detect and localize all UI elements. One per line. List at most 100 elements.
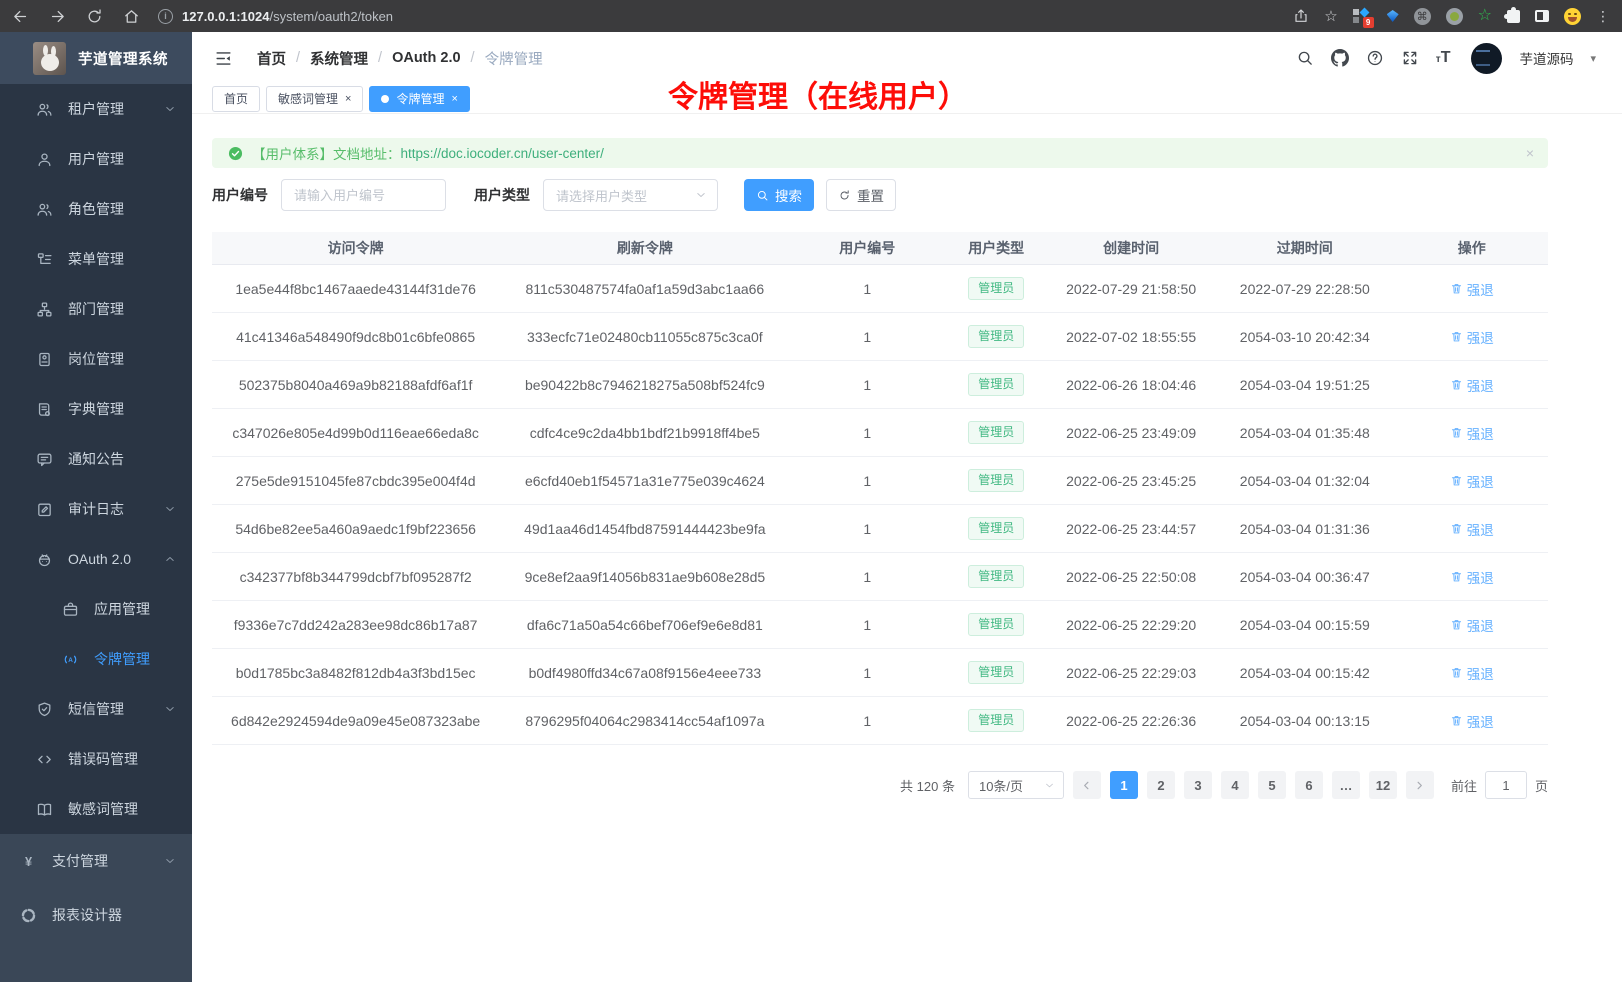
gem-extension-icon[interactable] xyxy=(1386,10,1399,22)
browser-menu-icon[interactable]: ⋮ xyxy=(1596,7,1610,24)
sidebar-item[interactable]: 角色管理 xyxy=(0,184,192,234)
close-tab-icon[interactable]: × xyxy=(345,92,352,105)
site-info-icon[interactable]: i xyxy=(158,8,173,24)
help-icon[interactable] xyxy=(1366,49,1384,67)
briefcase-icon xyxy=(62,601,79,618)
force-logout-button[interactable]: 强退 xyxy=(1450,711,1494,731)
breadcrumb-item[interactable]: 首页 xyxy=(257,51,286,68)
fullscreen-icon[interactable] xyxy=(1401,49,1419,67)
force-logout-button[interactable]: 强退 xyxy=(1450,567,1494,587)
user-avatar[interactable] xyxy=(1471,42,1503,74)
force-logout-button[interactable]: 强退 xyxy=(1450,615,1494,635)
bookmark-star-icon[interactable]: ☆ xyxy=(1324,7,1338,25)
dict-icon xyxy=(36,401,53,418)
home-icon[interactable] xyxy=(123,8,140,25)
alert-close-icon[interactable]: × xyxy=(1525,145,1534,161)
sidebar-item[interactable]: 部门管理 xyxy=(0,284,192,334)
green-star-extension-icon[interactable]: ☆ xyxy=(1477,7,1492,24)
tab-bar: 首页 敏感词管理 × 令牌管理 × xyxy=(192,84,1622,114)
sidebar-item[interactable]: 应用管理 xyxy=(0,584,192,634)
token-table: 访问令牌 刷新令牌 用户编号 用户类型 创建时间 过期时间 操作 1ea5e44… xyxy=(212,232,1548,745)
address-bar[interactable]: i 127.0.0.1:1024/system/oauth2/token xyxy=(158,8,1293,24)
svg-text:¥: ¥ xyxy=(25,853,33,868)
sidebar-item-label: 部门管理 xyxy=(68,301,124,317)
force-logout-button[interactable]: 强退 xyxy=(1450,663,1494,683)
search-icon[interactable] xyxy=(1296,49,1314,67)
close-tab-icon[interactable]: × xyxy=(451,92,458,105)
next-page-button[interactable] xyxy=(1405,771,1434,799)
share-icon[interactable] xyxy=(1293,8,1309,24)
sidebar-item[interactable]: 错误码管理 xyxy=(0,734,192,784)
page-size-select[interactable]: 10条/页 xyxy=(967,771,1064,799)
sidebar-item-label: 用户管理 xyxy=(68,151,124,167)
users-icon xyxy=(36,201,53,218)
alert-doc-link[interactable]: https://doc.iocoder.cn/user-center/ xyxy=(400,145,604,161)
breadcrumb-item[interactable]: 系统管理 xyxy=(310,51,369,68)
sidebar-item[interactable]: 用户管理 xyxy=(0,134,192,184)
page-number-button[interactable]: … xyxy=(1331,771,1360,799)
alert-text: 【用户体系】文档地址： xyxy=(252,147,401,162)
sidebar-item[interactable]: 通知公告 xyxy=(0,434,192,484)
reset-button[interactable]: 重置 xyxy=(826,179,896,211)
page-tab[interactable]: 令牌管理 × xyxy=(369,85,470,112)
sidebar-item[interactable]: 岗位管理 xyxy=(0,334,192,384)
sidebar: 芋道管理系统 租户管理 用户管理 角色管理 菜单管理 xyxy=(0,32,192,982)
sidebar-item[interactable]: 租户管理 xyxy=(0,84,192,134)
page-tab[interactable]: 首页 xyxy=(212,85,261,112)
page-number-button[interactable]: 1 xyxy=(1109,771,1138,799)
force-logout-button[interactable]: 强退 xyxy=(1450,423,1494,443)
page-number-button[interactable]: 6 xyxy=(1294,771,1323,799)
recorder-extension-icon[interactable] xyxy=(1445,7,1463,25)
user-type-select[interactable]: 请选择用户类型 xyxy=(543,179,718,211)
goto-page-input[interactable] xyxy=(1484,771,1527,799)
shield-icon xyxy=(36,701,53,718)
command-extension-icon[interactable]: ⌘ xyxy=(1413,7,1431,25)
force-logout-button[interactable]: 强退 xyxy=(1450,327,1494,347)
page-number-button[interactable]: 2 xyxy=(1146,771,1175,799)
page-number-button[interactable]: 5 xyxy=(1257,771,1286,799)
page-number-button[interactable]: 3 xyxy=(1183,771,1212,799)
sidebar-item[interactable]: 短信管理 xyxy=(0,684,192,734)
sidebar-item[interactable]: 报表设计器 xyxy=(0,888,192,942)
page-number-button[interactable]: 12 xyxy=(1368,771,1397,799)
app-logo[interactable]: 芋道管理系统 xyxy=(0,32,192,84)
search-button[interactable]: 搜索 xyxy=(744,179,814,211)
force-logout-button[interactable]: 强退 xyxy=(1450,279,1494,299)
sidebar-item[interactable]: A 令牌管理 xyxy=(0,634,192,684)
profile-avatar-icon[interactable] xyxy=(1564,7,1581,25)
github-icon[interactable] xyxy=(1330,49,1349,67)
sidebar-item[interactable]: 菜单管理 xyxy=(0,234,192,284)
username[interactable]: 芋道源码 xyxy=(1519,52,1574,67)
user-type-badge: 管理员 xyxy=(968,660,1025,685)
force-logout-button[interactable]: 强退 xyxy=(1450,471,1494,491)
page-number-button[interactable]: 4 xyxy=(1220,771,1249,799)
reload-icon[interactable] xyxy=(86,8,103,25)
user-id-cell: 1 xyxy=(863,568,872,585)
back-icon[interactable] xyxy=(12,8,29,25)
breadcrumb-item[interactable]: OAuth 2.0 xyxy=(392,50,461,66)
user-id-input[interactable] xyxy=(281,179,446,211)
force-logout-button[interactable]: 强退 xyxy=(1450,375,1494,395)
caret-down-icon[interactable]: ▾ xyxy=(1590,52,1596,65)
sidebar-item[interactable]: 字典管理 xyxy=(0,384,192,434)
user-type-label: 用户类型 xyxy=(474,187,530,203)
sidebar-item[interactable]: 审计日志 xyxy=(0,484,192,534)
sidebar-item[interactable]: ¥ 支付管理 xyxy=(0,834,192,888)
user-type-badge: 管理员 xyxy=(968,372,1025,397)
refresh-icon xyxy=(838,189,851,202)
extensions-puzzle-icon[interactable] xyxy=(1504,6,1520,23)
sidebar-item[interactable]: OAuth 2.0 xyxy=(0,534,192,584)
user-type-badge: 管理员 xyxy=(968,708,1025,733)
search-icon xyxy=(756,189,769,202)
sidebar-item-label: 岗位管理 xyxy=(68,351,124,367)
page-tab[interactable]: 敏感词管理 × xyxy=(266,85,364,112)
extension-grid-icon[interactable]: 9 xyxy=(1352,8,1374,28)
forward-icon[interactable] xyxy=(49,8,66,25)
access-token-cell: 6d842e2924594de9a09e45e087323abe xyxy=(231,712,481,729)
force-logout-button[interactable]: 强退 xyxy=(1450,519,1494,539)
prev-page-button[interactable] xyxy=(1072,771,1101,799)
collapse-sidebar-icon[interactable] xyxy=(214,49,233,68)
sidebar-item[interactable]: 敏感词管理 xyxy=(0,784,192,834)
side-panel-icon[interactable] xyxy=(1535,10,1549,22)
